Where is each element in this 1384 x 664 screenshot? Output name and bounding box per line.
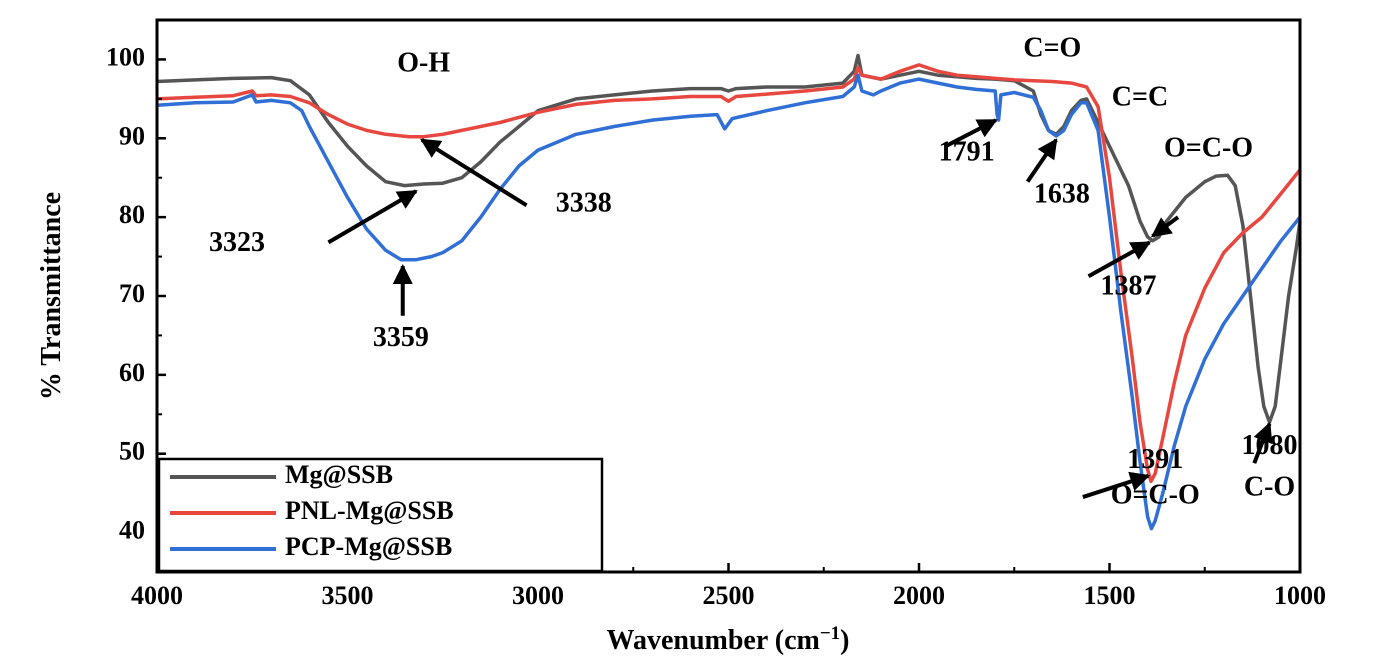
x-axis-title: Wavenumber (cm−1)	[606, 623, 849, 656]
arrow-layer	[327, 118, 1273, 499]
annotation-label-12: 1080	[1242, 430, 1298, 461]
annotation-label-2: C=C	[1112, 81, 1168, 112]
x-tick-label-4: 2000	[893, 581, 945, 610]
y-axis-title: % Transmittance	[36, 192, 67, 400]
annotation-arrow-8	[1252, 421, 1273, 464]
annotation-layer: O-H C=O C=C O=C-O 3323 3338 3359 1791 1638 1387 13…	[209, 32, 1298, 510]
annotation-arrow-4	[1025, 138, 1058, 183]
series-layer	[156, 53, 1302, 531]
annotation-label-8: 1638	[1034, 178, 1090, 209]
y-tick-label-5: 90	[119, 121, 145, 150]
annotation-label-3: O=C-O	[1164, 133, 1253, 164]
x-tick-label-3: 2500	[703, 581, 755, 610]
y-tick-label-2: 60	[119, 358, 145, 387]
x-tick-label-1: 3500	[322, 581, 374, 610]
annotation-label-4: 3323	[209, 227, 265, 258]
x-axis: 4000 3500 3000 2500 2000 1500 1000	[131, 563, 1326, 610]
y-tick-label-3: 70	[119, 279, 145, 308]
annotation-label-13: C-O	[1244, 472, 1295, 503]
y-tick-label-1: 50	[119, 437, 145, 466]
legend-label-1: PNL-Mg@SSB	[285, 496, 454, 525]
x-tick-label-5: 1500	[1084, 581, 1136, 610]
annotation-arrow-7	[1082, 471, 1151, 499]
annotation-arrow-5	[1087, 240, 1152, 279]
annotation-arrow-6	[1150, 215, 1180, 238]
series-line-2	[156, 73, 1302, 531]
series-line-0	[156, 53, 1302, 424]
annotation-label-11: O=C-O	[1111, 480, 1200, 511]
annotation-arrow-3	[944, 118, 998, 148]
x-tick-label-6: 1000	[1274, 581, 1326, 610]
series-line-1	[156, 63, 1302, 484]
annotation-label-6: 3359	[373, 322, 429, 353]
annotation-label-0: O-H	[397, 47, 450, 78]
annotation-label-7: 1791	[939, 136, 995, 167]
annotation-label-9: 1387	[1101, 271, 1157, 302]
annotation-label-10: 1391	[1127, 444, 1183, 475]
legend-label-2: PCP-Mg@SSB	[285, 532, 452, 561]
annotation-label-5: 3338	[556, 188, 612, 219]
annotation-label-1: C=O	[1023, 32, 1081, 63]
y-tick-label-4: 80	[119, 200, 145, 229]
y-tick-label-6: 100	[106, 42, 145, 71]
legend-label-0: Mg@SSB	[285, 460, 393, 489]
legend: Mg@SSB PNL-Mg@SSB PCP-Mg@SSB	[157, 457, 604, 573]
annotation-arrow-0	[327, 189, 418, 245]
y-tick-label-0: 40	[119, 516, 145, 545]
y-axis: 40 50 60 70 80 90 100	[106, 42, 166, 545]
x-tick-label-0: 4000	[131, 581, 183, 610]
annotation-arrow-1	[420, 138, 528, 208]
x-tick-label-2: 3000	[512, 581, 564, 610]
